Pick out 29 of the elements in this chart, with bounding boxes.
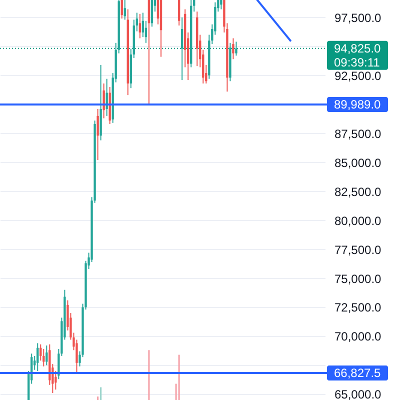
ref-line-label: 94,825.0 09:39:11: [334, 41, 382, 70]
candlestick: [180, 16, 184, 80]
ref-line-label: 89,989.0: [334, 97, 382, 112]
candlestick: [148, 0, 150, 105]
candlestick: [235, 41, 238, 56]
y-tick-label: 75,000.0: [334, 272, 382, 286]
y-tick-label: 87,500.0: [334, 126, 382, 141]
y-tick-label: 82,500.0: [334, 184, 382, 199]
candlestick: [138, 13, 142, 39]
candlestick: [120, 0, 123, 20]
y-tick-label: 80,000.0: [334, 214, 382, 228]
candlestick: [36, 342, 39, 372]
y-tick-label: 65,000.0: [334, 388, 382, 400]
candlestick: [232, 38, 234, 60]
y-tick-label: 85,000.0: [334, 156, 382, 170]
y-tick-label: 70,000.0: [334, 330, 382, 344]
y-tick-label: 97,500.0: [334, 10, 382, 25]
y-tick-label: 92,500.0: [334, 68, 382, 83]
candlestick: [106, 78, 108, 116]
candlestick: [54, 370, 57, 390]
candlestick: [124, 0, 126, 20]
y-tick-label: 77,500.0: [334, 242, 382, 257]
candlestick: [102, 82, 105, 119]
candlestick: [220, 0, 222, 10]
candlestick: [150, 0, 154, 28]
ref-line-label: 66,827.5: [334, 366, 382, 380]
y-tick-label: 72,500.0: [334, 300, 382, 315]
candlestick: [178, 0, 180, 26]
candlestick: [96, 108, 99, 160]
